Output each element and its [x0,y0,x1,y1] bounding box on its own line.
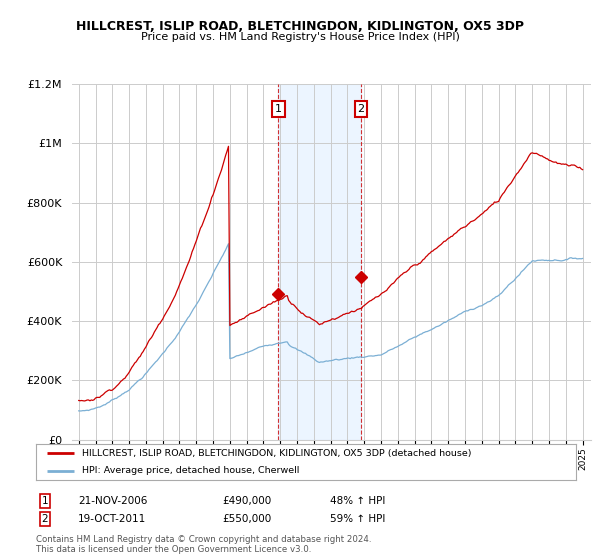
Text: 21-NOV-2006: 21-NOV-2006 [78,496,148,506]
Text: £550,000: £550,000 [222,514,271,524]
Text: HPI: Average price, detached house, Cherwell: HPI: Average price, detached house, Cher… [82,466,299,475]
Text: 2: 2 [41,514,49,524]
Text: 48% ↑ HPI: 48% ↑ HPI [330,496,385,506]
Text: HILLCREST, ISLIP ROAD, BLETCHINGDON, KIDLINGTON, OX5 3DP: HILLCREST, ISLIP ROAD, BLETCHINGDON, KID… [76,20,524,32]
Text: Price paid vs. HM Land Registry's House Price Index (HPI): Price paid vs. HM Land Registry's House … [140,32,460,43]
Text: Contains HM Land Registry data © Crown copyright and database right 2024.: Contains HM Land Registry data © Crown c… [36,535,371,544]
Text: 59% ↑ HPI: 59% ↑ HPI [330,514,385,524]
Text: This data is licensed under the Open Government Licence v3.0.: This data is licensed under the Open Gov… [36,545,311,554]
Text: 2: 2 [358,104,364,114]
Text: 19-OCT-2011: 19-OCT-2011 [78,514,146,524]
Text: 1: 1 [41,496,49,506]
Bar [278,84,361,440]
Text: 1: 1 [275,104,282,114]
Text: HILLCREST, ISLIP ROAD, BLETCHINGDON, KIDLINGTON, OX5 3DP (detached house): HILLCREST, ISLIP ROAD, BLETCHINGDON, KID… [82,449,472,458]
Text: £490,000: £490,000 [222,496,271,506]
